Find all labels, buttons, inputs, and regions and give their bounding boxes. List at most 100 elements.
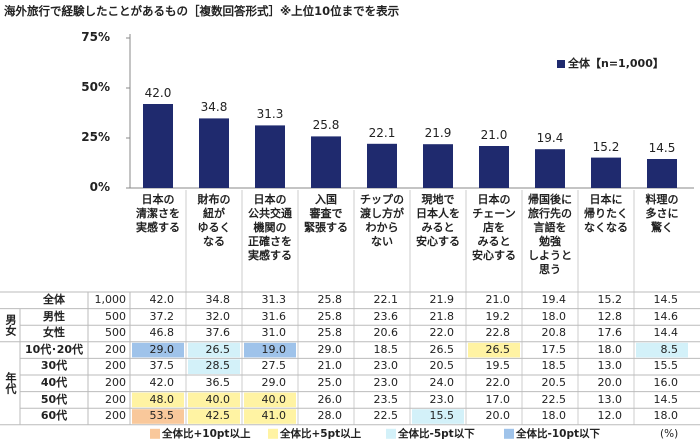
- table-cell: 21.0: [317, 359, 343, 373]
- highlight-cell: [636, 342, 688, 358]
- legend-swatch: [386, 428, 396, 439]
- table-cell: 15.5: [653, 359, 679, 373]
- table-cell: 25.8: [317, 326, 343, 340]
- table-cell: 14.5: [653, 392, 679, 406]
- chart-title: 海外旅行で経験したことがあるもの［複数回答形式］※上位10位までを表示: [4, 4, 400, 18]
- table-cell: 27.5: [261, 359, 287, 373]
- group-label: 年代: [4, 372, 17, 395]
- table-cell: 15.5: [429, 409, 455, 423]
- table-cell: 46.8: [149, 326, 175, 340]
- row-n: 200: [105, 342, 126, 356]
- highlight-cell: [188, 409, 240, 424]
- table-cell: 31.0: [261, 326, 287, 340]
- value-label: 25.8: [312, 118, 340, 133]
- table-cell: 21.9: [429, 293, 455, 306]
- table-cell: 18.0: [653, 409, 679, 423]
- table-cell: 42.5: [205, 409, 231, 423]
- highlight-cell: [132, 392, 184, 408]
- row-n: 200: [105, 359, 126, 373]
- row-n: 200: [105, 409, 126, 423]
- table-cell: 17.0: [485, 392, 511, 406]
- bar: [199, 118, 229, 188]
- table-cell: 25.0: [317, 376, 343, 389]
- table-cell: 12.8: [597, 309, 623, 323]
- row-label: 全体: [43, 293, 65, 306]
- x-tick-label: 料理の 多さに 驚く: [645, 193, 679, 234]
- table-cell: 40.0: [205, 392, 231, 406]
- table-cell: 26.0: [317, 392, 343, 406]
- bar: [535, 149, 565, 188]
- highlight-cell: [188, 392, 240, 408]
- value-label: 42.0: [144, 86, 172, 100]
- table-cell: 14.4: [653, 326, 679, 340]
- highlight-cell: [468, 342, 520, 358]
- highlight-cell: [412, 409, 464, 424]
- x-tick-label: 入国 審査で 緊張する: [304, 193, 348, 234]
- highlight-cell: [244, 409, 296, 424]
- bar: [591, 157, 621, 188]
- table-cell: 18.5: [541, 359, 567, 373]
- legend-label: 全体比+10pt以上: [162, 427, 251, 440]
- row-n: 200: [105, 392, 126, 406]
- table-cell: 18.5: [373, 342, 399, 356]
- highlight-cell: [188, 359, 240, 374]
- value-label: 19.4: [536, 131, 564, 146]
- table-cell: 22.8: [485, 326, 511, 340]
- table-cell: 19.4: [541, 293, 567, 306]
- bar: [143, 104, 173, 188]
- table-cell: 22.5: [541, 392, 567, 406]
- bar: [423, 144, 453, 188]
- value-label: 21.9: [424, 126, 452, 141]
- y-tick-label: 75%: [81, 30, 110, 44]
- legend-label: 全体比-5pt以下: [398, 427, 475, 440]
- table-cell: 37.5: [149, 359, 175, 373]
- table-cell: 29.0: [317, 342, 343, 356]
- row-label: 60代: [40, 409, 68, 423]
- table-cell: 48.0: [149, 392, 175, 406]
- value-label: 14.5: [648, 141, 676, 155]
- table-cell: 18.0: [597, 342, 623, 356]
- legend-swatch: [504, 428, 514, 439]
- bar: [255, 125, 285, 188]
- x-tick-label: 日本の 公共交通 機関の 正確さを 実感する: [248, 193, 292, 262]
- row-n: 500: [105, 326, 126, 340]
- x-tick-label: 現地で 日本人を みると 安心する: [416, 193, 460, 248]
- highlight-cell: [244, 342, 296, 358]
- row-label: 男性: [43, 309, 65, 323]
- table-cell: 17.5: [541, 342, 567, 356]
- value-label: 22.1: [368, 125, 396, 140]
- table-cell: 28.0: [317, 409, 343, 423]
- table-cell: 20.6: [373, 326, 399, 340]
- table-cell: 17.6: [597, 326, 623, 340]
- table-cell: 34.8: [205, 293, 231, 306]
- table-cell: 36.5: [205, 376, 231, 389]
- table-cell: 31.3: [261, 293, 287, 306]
- table-cell: 22.1: [373, 293, 399, 306]
- table-cell: 41.0: [261, 409, 287, 423]
- table-cell: 14.6: [653, 309, 679, 323]
- table-cell: 13.0: [597, 392, 623, 406]
- y-tick-label: 25%: [81, 130, 110, 144]
- row-label: 40代: [40, 376, 68, 389]
- row-label: 50代: [40, 392, 68, 406]
- table-cell: 23.0: [373, 376, 399, 389]
- value-label: 34.8: [200, 100, 228, 115]
- table-cell: 18.0: [541, 309, 567, 323]
- legend-label: 全体【n=1,000】: [568, 57, 664, 70]
- table-cell: 23.0: [373, 359, 399, 373]
- table-cell: 21.8: [429, 309, 455, 323]
- row-n: 1,000: [94, 293, 127, 306]
- x-tick-label: 日本の 清潔さを 実感する: [136, 193, 180, 234]
- bar: [647, 159, 677, 188]
- table-cell: 29.0: [261, 376, 287, 389]
- legend-label: 全体比-10pt以下: [516, 427, 601, 440]
- table-cell: 20.5: [541, 376, 567, 389]
- y-tick-label: 50%: [81, 80, 110, 94]
- row-label: 10代･20代: [24, 342, 84, 356]
- x-tick-label: 帰国後に 旅行先の 言語を 勉強 しようと 思う: [528, 193, 572, 276]
- table-cell: 12.0: [597, 409, 623, 423]
- row-label: 女性: [43, 326, 65, 340]
- table-cell: 19.0: [261, 342, 287, 356]
- table-cell: 19.2: [485, 309, 511, 323]
